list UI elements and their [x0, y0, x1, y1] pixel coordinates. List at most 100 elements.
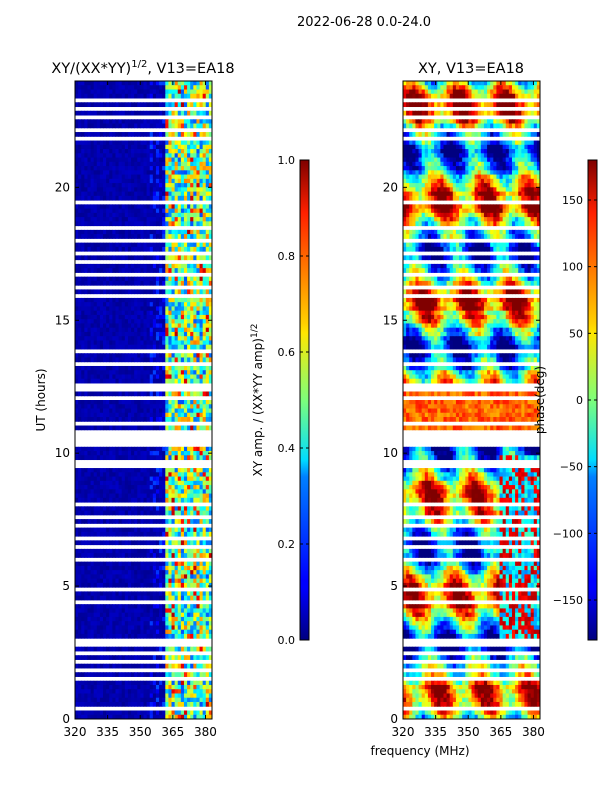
heatmap-cell — [165, 161, 169, 167]
heatmap-cell — [159, 276, 163, 282]
phase-heatmap — [403, 81, 540, 719]
heatmap-cell — [87, 102, 92, 108]
heatmap-cell — [196, 506, 201, 512]
heatmap-cell — [159, 531, 163, 537]
heatmap-cell — [180, 89, 185, 95]
heatmap-cell — [183, 408, 188, 414]
heatmap-cell — [143, 476, 148, 482]
heatmap-cell — [190, 404, 194, 409]
heatmap-cell — [131, 625, 135, 631]
heatmap-cell — [193, 144, 197, 150]
heatmap-cell — [84, 153, 88, 159]
heatmap-cell — [208, 608, 212, 614]
heatmap-cell — [159, 417, 163, 422]
heatmap-cell — [131, 506, 135, 512]
heatmap-cell — [124, 480, 129, 486]
heatmap-cell — [202, 306, 207, 312]
heatmap-cell — [112, 336, 116, 341]
heatmap-cell — [146, 255, 151, 261]
heatmap-cell — [115, 374, 120, 380]
heatmap-cell — [134, 187, 138, 193]
heatmap-cell — [190, 302, 194, 307]
heatmap-cell — [155, 680, 160, 686]
heatmap-cell — [99, 336, 104, 341]
heatmap-cell — [149, 408, 154, 414]
heatmap-cell — [124, 497, 129, 503]
heatmap-cell — [187, 149, 191, 154]
heatmap-cell — [112, 242, 116, 248]
heatmap-cell — [127, 161, 132, 167]
heatmap-cell — [202, 174, 207, 180]
heatmap-cell — [159, 144, 163, 150]
heatmap-cell — [106, 565, 110, 571]
heatmap-cell — [78, 714, 82, 719]
heatmap-cell — [124, 174, 129, 180]
heatmap-cell — [193, 357, 197, 363]
heatmap-cell — [149, 89, 154, 95]
heatmap-cell — [131, 565, 135, 571]
heatmap-cell — [190, 519, 194, 524]
heatmap-cell — [190, 578, 194, 584]
heatmap-cell — [202, 302, 207, 307]
heatmap-cell — [87, 161, 92, 167]
heatmap-cell — [127, 663, 132, 669]
heatmap-cell — [174, 391, 179, 397]
heatmap-cell — [162, 302, 166, 307]
heatmap-cell — [106, 621, 110, 626]
heatmap-cell — [146, 595, 151, 601]
heatmap-cell — [106, 446, 110, 452]
heatmap-cell — [146, 561, 151, 567]
heatmap-cell — [103, 633, 107, 639]
heatmap-cell — [121, 472, 126, 478]
heatmap-cell — [155, 519, 160, 524]
heatmap-cell — [87, 608, 92, 614]
heatmap-cell — [205, 497, 210, 503]
heatmap-cell — [196, 625, 201, 631]
heatmap-cell — [78, 531, 82, 537]
heatmap-cell — [171, 263, 176, 269]
heatmap-cell — [165, 485, 169, 490]
heatmap-cell — [81, 204, 85, 210]
heatmap-cell — [84, 646, 88, 652]
heatmap-cell — [127, 408, 132, 414]
heatmap-cell — [202, 161, 207, 167]
heatmap-cell — [81, 616, 85, 622]
y-tick-label: 20 — [55, 180, 70, 194]
heatmap-cell — [143, 672, 148, 677]
heatmap-cell — [190, 119, 194, 125]
heatmap-cell — [124, 276, 129, 282]
heatmap-cell — [99, 489, 104, 495]
heatmap-cell — [159, 327, 163, 333]
heatmap-cell — [118, 476, 123, 482]
heatmap-cell — [96, 234, 101, 239]
heatmap-cell — [137, 340, 141, 346]
heatmap-cell — [115, 468, 120, 473]
heatmap-cell — [205, 157, 210, 163]
heatmap-cell — [187, 646, 191, 652]
heatmap-cell — [168, 183, 173, 188]
heatmap-cell — [96, 540, 101, 546]
heatmap-cell — [78, 527, 82, 533]
heatmap-cell — [78, 353, 82, 358]
heatmap-cell — [124, 548, 129, 554]
heatmap-cell — [127, 497, 132, 503]
heatmap-cell — [96, 655, 101, 660]
heatmap-cell — [112, 246, 116, 252]
heatmap-cell — [112, 646, 116, 652]
heatmap-cell — [187, 701, 191, 707]
heatmap-cell — [202, 612, 207, 618]
heatmap-cell — [202, 655, 207, 660]
heatmap-cell — [112, 314, 116, 320]
heatmap-cell — [140, 310, 144, 316]
heatmap-cell — [106, 280, 110, 286]
heatmap-cell — [121, 242, 126, 248]
heatmap-cell — [115, 110, 120, 116]
heatmap-cell — [174, 655, 179, 660]
heatmap-cell — [93, 531, 98, 537]
heatmap-cell — [93, 331, 98, 337]
heatmap-cell — [131, 327, 135, 333]
heatmap-cell — [131, 480, 135, 486]
heatmap-cell — [183, 327, 188, 333]
heatmap-cell — [171, 446, 176, 452]
heatmap-cell — [131, 604, 135, 609]
